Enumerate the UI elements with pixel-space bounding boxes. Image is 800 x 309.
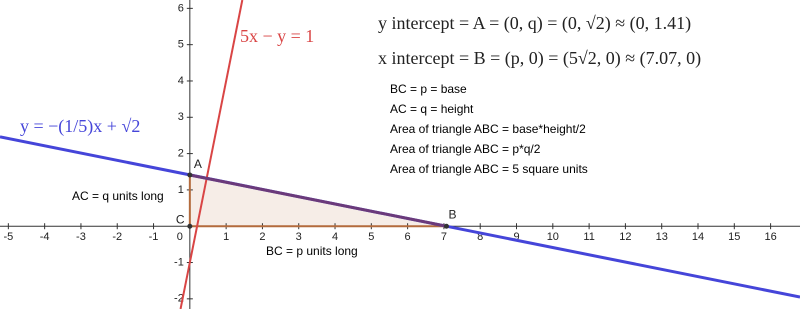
- x-tick-label: -2: [112, 231, 122, 243]
- line: [179, 0, 244, 309]
- x-tick-label: 6: [405, 231, 411, 243]
- segment-ab: [189, 173, 447, 228]
- x-tick-label: 5: [368, 231, 374, 243]
- x-tick-label: 3: [296, 231, 302, 243]
- note: BC = p = base: [390, 82, 467, 96]
- x-tick-label: 4: [332, 231, 338, 243]
- x-tick-label: -3: [76, 231, 86, 243]
- point: [443, 223, 449, 229]
- y-tick-label: 4: [178, 75, 184, 87]
- x-tick-label: -1: [149, 231, 159, 243]
- x-tick-label: 8: [477, 231, 483, 243]
- point-label: A: [194, 157, 202, 171]
- x-tick-label: 14: [692, 231, 704, 243]
- x-tick-label: 16: [764, 231, 776, 243]
- line-label: y = −(1/5)x + √2: [20, 116, 140, 137]
- side-label: BC = p units long: [266, 244, 358, 258]
- equation: x intercept = B = (p, 0) = (5√2, 0) ≈ (7…: [378, 48, 701, 69]
- x-tick-label: 9: [513, 231, 519, 243]
- x-tick-label: 0: [177, 231, 183, 243]
- side-label: AC = q units long: [72, 189, 164, 203]
- x-tick-label: 12: [619, 231, 631, 243]
- y-tick-label: 1: [178, 184, 184, 196]
- point-label: B: [448, 207, 456, 221]
- x-tick-label: 10: [547, 231, 559, 243]
- note: Area of triangle ABC = base*height/2: [390, 122, 586, 136]
- y-tick-label: 2: [178, 147, 184, 159]
- point: [187, 223, 193, 229]
- note: Area of triangle ABC = p*q/2: [390, 142, 541, 156]
- note: AC = q = height: [390, 102, 474, 116]
- note: Area of triangle ABC = 5 square units: [390, 162, 588, 176]
- x-tick-label: 15: [728, 231, 740, 243]
- y-tick-label: 6: [178, 2, 184, 14]
- x-tick-label: -4: [40, 231, 50, 243]
- y-tick-label: -2: [174, 293, 184, 305]
- x-tick-label: -5: [3, 231, 13, 243]
- point-label: C: [176, 212, 185, 226]
- y-tick-label: 5: [178, 39, 184, 51]
- y-tick-label: 3: [178, 111, 184, 123]
- y-tick-label: -1: [174, 256, 184, 268]
- point: [187, 172, 193, 178]
- line-label: 5x − y = 1: [240, 26, 314, 46]
- x-tick-label: 1: [223, 231, 229, 243]
- equation: y intercept = A = (0, q) = (0, √2) ≈ (0,…: [378, 13, 691, 34]
- x-tick-label: 11: [583, 231, 594, 243]
- x-tick-label: 13: [656, 231, 668, 243]
- x-tick-label: 2: [259, 231, 265, 243]
- x-tick-label: 7: [441, 231, 447, 243]
